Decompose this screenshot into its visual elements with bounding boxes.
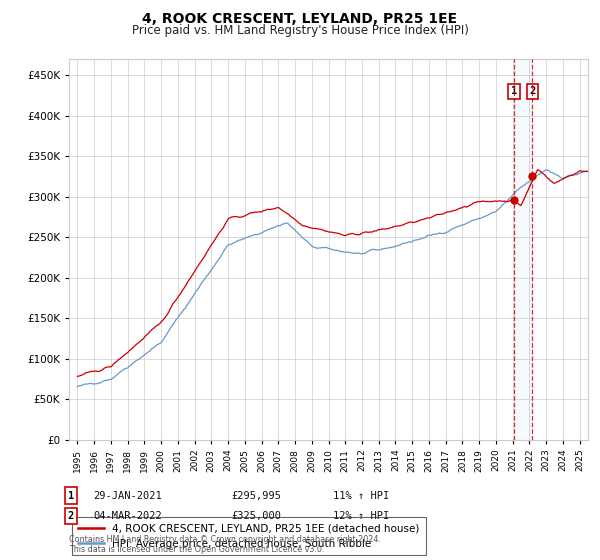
Text: 11% ↑ HPI: 11% ↑ HPI xyxy=(333,491,389,501)
Text: Price paid vs. HM Land Registry's House Price Index (HPI): Price paid vs. HM Land Registry's House … xyxy=(131,24,469,36)
Text: £325,000: £325,000 xyxy=(231,511,281,521)
Bar xyxy=(514,59,532,440)
Text: 29-JAN-2021: 29-JAN-2021 xyxy=(93,491,162,501)
Text: 1: 1 xyxy=(511,86,517,96)
Text: 04-MAR-2022: 04-MAR-2022 xyxy=(93,511,162,521)
Legend: 4, ROOK CRESCENT, LEYLAND, PR25 1EE (detached house), HPI: Average price, detach: 4, ROOK CRESCENT, LEYLAND, PR25 1EE (det… xyxy=(71,517,426,555)
Text: 2: 2 xyxy=(68,511,74,521)
Text: 12% ↑ HPI: 12% ↑ HPI xyxy=(333,511,389,521)
Text: Contains HM Land Registry data © Crown copyright and database right 2024.
This d: Contains HM Land Registry data © Crown c… xyxy=(69,535,381,554)
Text: £295,995: £295,995 xyxy=(231,491,281,501)
Text: 2: 2 xyxy=(529,86,535,96)
Text: 4, ROOK CRESCENT, LEYLAND, PR25 1EE: 4, ROOK CRESCENT, LEYLAND, PR25 1EE xyxy=(142,12,458,26)
Text: 1: 1 xyxy=(68,491,74,501)
